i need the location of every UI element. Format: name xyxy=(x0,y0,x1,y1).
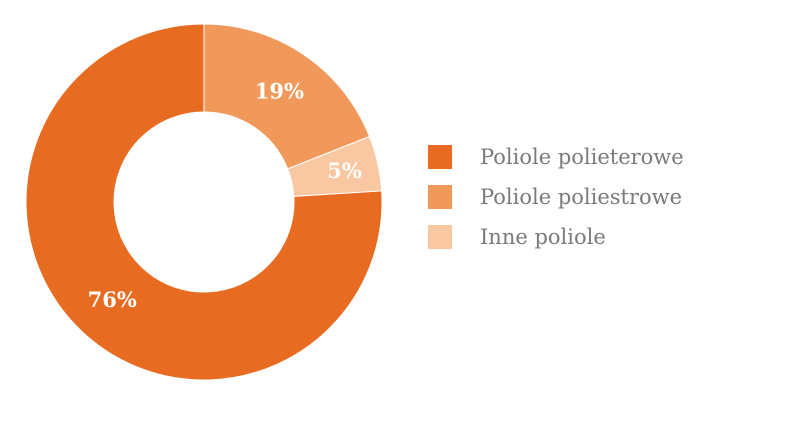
legend-label: Poliole polieterowe xyxy=(480,145,684,169)
donut-chart: 76% 19% 5% xyxy=(25,23,383,381)
legend-item-inne-poliole: Inne poliole xyxy=(428,217,758,257)
donut-slice-0 xyxy=(25,23,383,381)
legend-label: Poliole poliestrowe xyxy=(480,185,683,209)
data-label-1: 19% xyxy=(255,79,304,104)
legend-swatch xyxy=(428,185,452,209)
legend-swatch xyxy=(428,145,452,169)
legend-item-poliole-poliestrowe: Poliole poliestrowe xyxy=(428,177,758,217)
legend-item-poliole-polieterowe: Poliole polieterowe xyxy=(428,137,758,177)
legend-swatch xyxy=(428,225,452,249)
legend: Poliole polieterowe Poliole poliestrowe … xyxy=(428,137,758,257)
data-label-2: 5% xyxy=(327,158,362,183)
donut-slice-1 xyxy=(203,23,371,170)
donut-slice-2 xyxy=(287,135,383,197)
legend-label: Inne poliole xyxy=(480,225,606,249)
data-label-0: 76% xyxy=(88,287,137,312)
